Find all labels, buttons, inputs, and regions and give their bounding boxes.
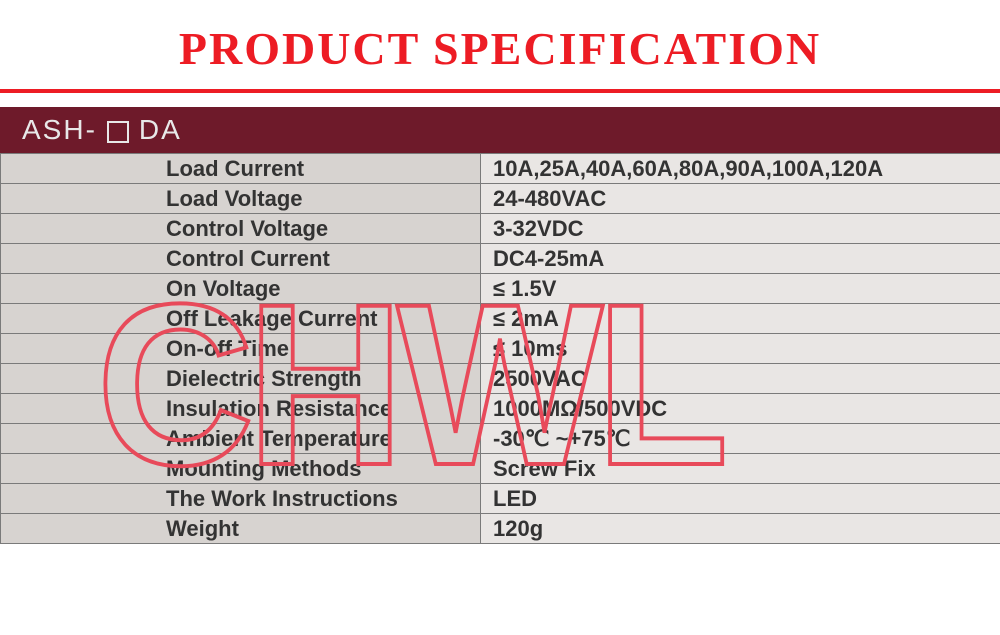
spec-label: Off Leakage Current xyxy=(1,304,481,334)
spec-label: Load Voltage xyxy=(1,184,481,214)
spec-table: Load Current10A,25A,40A,60A,80A,90A,100A… xyxy=(0,153,1000,544)
spec-value: 3-32VDC xyxy=(481,214,1000,244)
spec-label: The Work Instructions xyxy=(1,484,481,514)
model-prefix: ASH- xyxy=(22,114,97,146)
spec-value: Screw Fix xyxy=(481,454,1000,484)
spec-value: ≤ 10ms xyxy=(481,334,1000,364)
spec-value: DC4-25mA xyxy=(481,244,1000,274)
table-row: Insulation Resistance1000MΩ/500VDC xyxy=(1,394,1000,424)
spec-value: 10A,25A,40A,60A,80A,90A,100A,120A xyxy=(481,154,1000,184)
spec-label: Control Voltage xyxy=(1,214,481,244)
page-title: PRODUCT SPECIFICATION xyxy=(0,0,1000,89)
table-row: Control CurrentDC4-25mA xyxy=(1,244,1000,274)
table-row: The Work InstructionsLED xyxy=(1,484,1000,514)
spec-value: 2500VAC xyxy=(481,364,1000,394)
table-row: Load Voltage24-480VAC xyxy=(1,184,1000,214)
model-header: ASH- DA xyxy=(0,107,1000,153)
spec-label: Ambient Temperature xyxy=(1,424,481,454)
spec-value: LED xyxy=(481,484,1000,514)
spec-value: ≤ 1.5V xyxy=(481,274,1000,304)
table-row: Dielectric Strength2500VAC xyxy=(1,364,1000,394)
spec-label: Mounting Methods xyxy=(1,454,481,484)
spec-value: -30℃ ~+75℃ xyxy=(481,424,1000,454)
spec-label: Load Current xyxy=(1,154,481,184)
spec-label: Dielectric Strength xyxy=(1,364,481,394)
table-row: Mounting MethodsScrew Fix xyxy=(1,454,1000,484)
spec-value: 1000MΩ/500VDC xyxy=(481,394,1000,424)
table-row: Weight120g xyxy=(1,514,1000,544)
spec-label: On Voltage xyxy=(1,274,481,304)
spec-label: On-off Time xyxy=(1,334,481,364)
model-suffix: DA xyxy=(139,114,182,146)
model-placeholder-box xyxy=(107,121,129,143)
spec-value: 24-480VAC xyxy=(481,184,1000,214)
table-row: Load Current10A,25A,40A,60A,80A,90A,100A… xyxy=(1,154,1000,184)
table-row: Ambient Temperature-30℃ ~+75℃ xyxy=(1,424,1000,454)
table-row: On-off Time≤ 10ms xyxy=(1,334,1000,364)
table-row: Control Voltage3-32VDC xyxy=(1,214,1000,244)
spec-label: Weight xyxy=(1,514,481,544)
spacer xyxy=(0,93,1000,107)
table-row: On Voltage≤ 1.5V xyxy=(1,274,1000,304)
spec-value: 120g xyxy=(481,514,1000,544)
spec-table-container: ASH- DA Load Current10A,25A,40A,60A,80A,… xyxy=(0,107,1000,544)
spec-label: Insulation Resistance xyxy=(1,394,481,424)
table-row: Off Leakage Current≤ 2mA xyxy=(1,304,1000,334)
spec-label: Control Current xyxy=(1,244,481,274)
spec-value: ≤ 2mA xyxy=(481,304,1000,334)
